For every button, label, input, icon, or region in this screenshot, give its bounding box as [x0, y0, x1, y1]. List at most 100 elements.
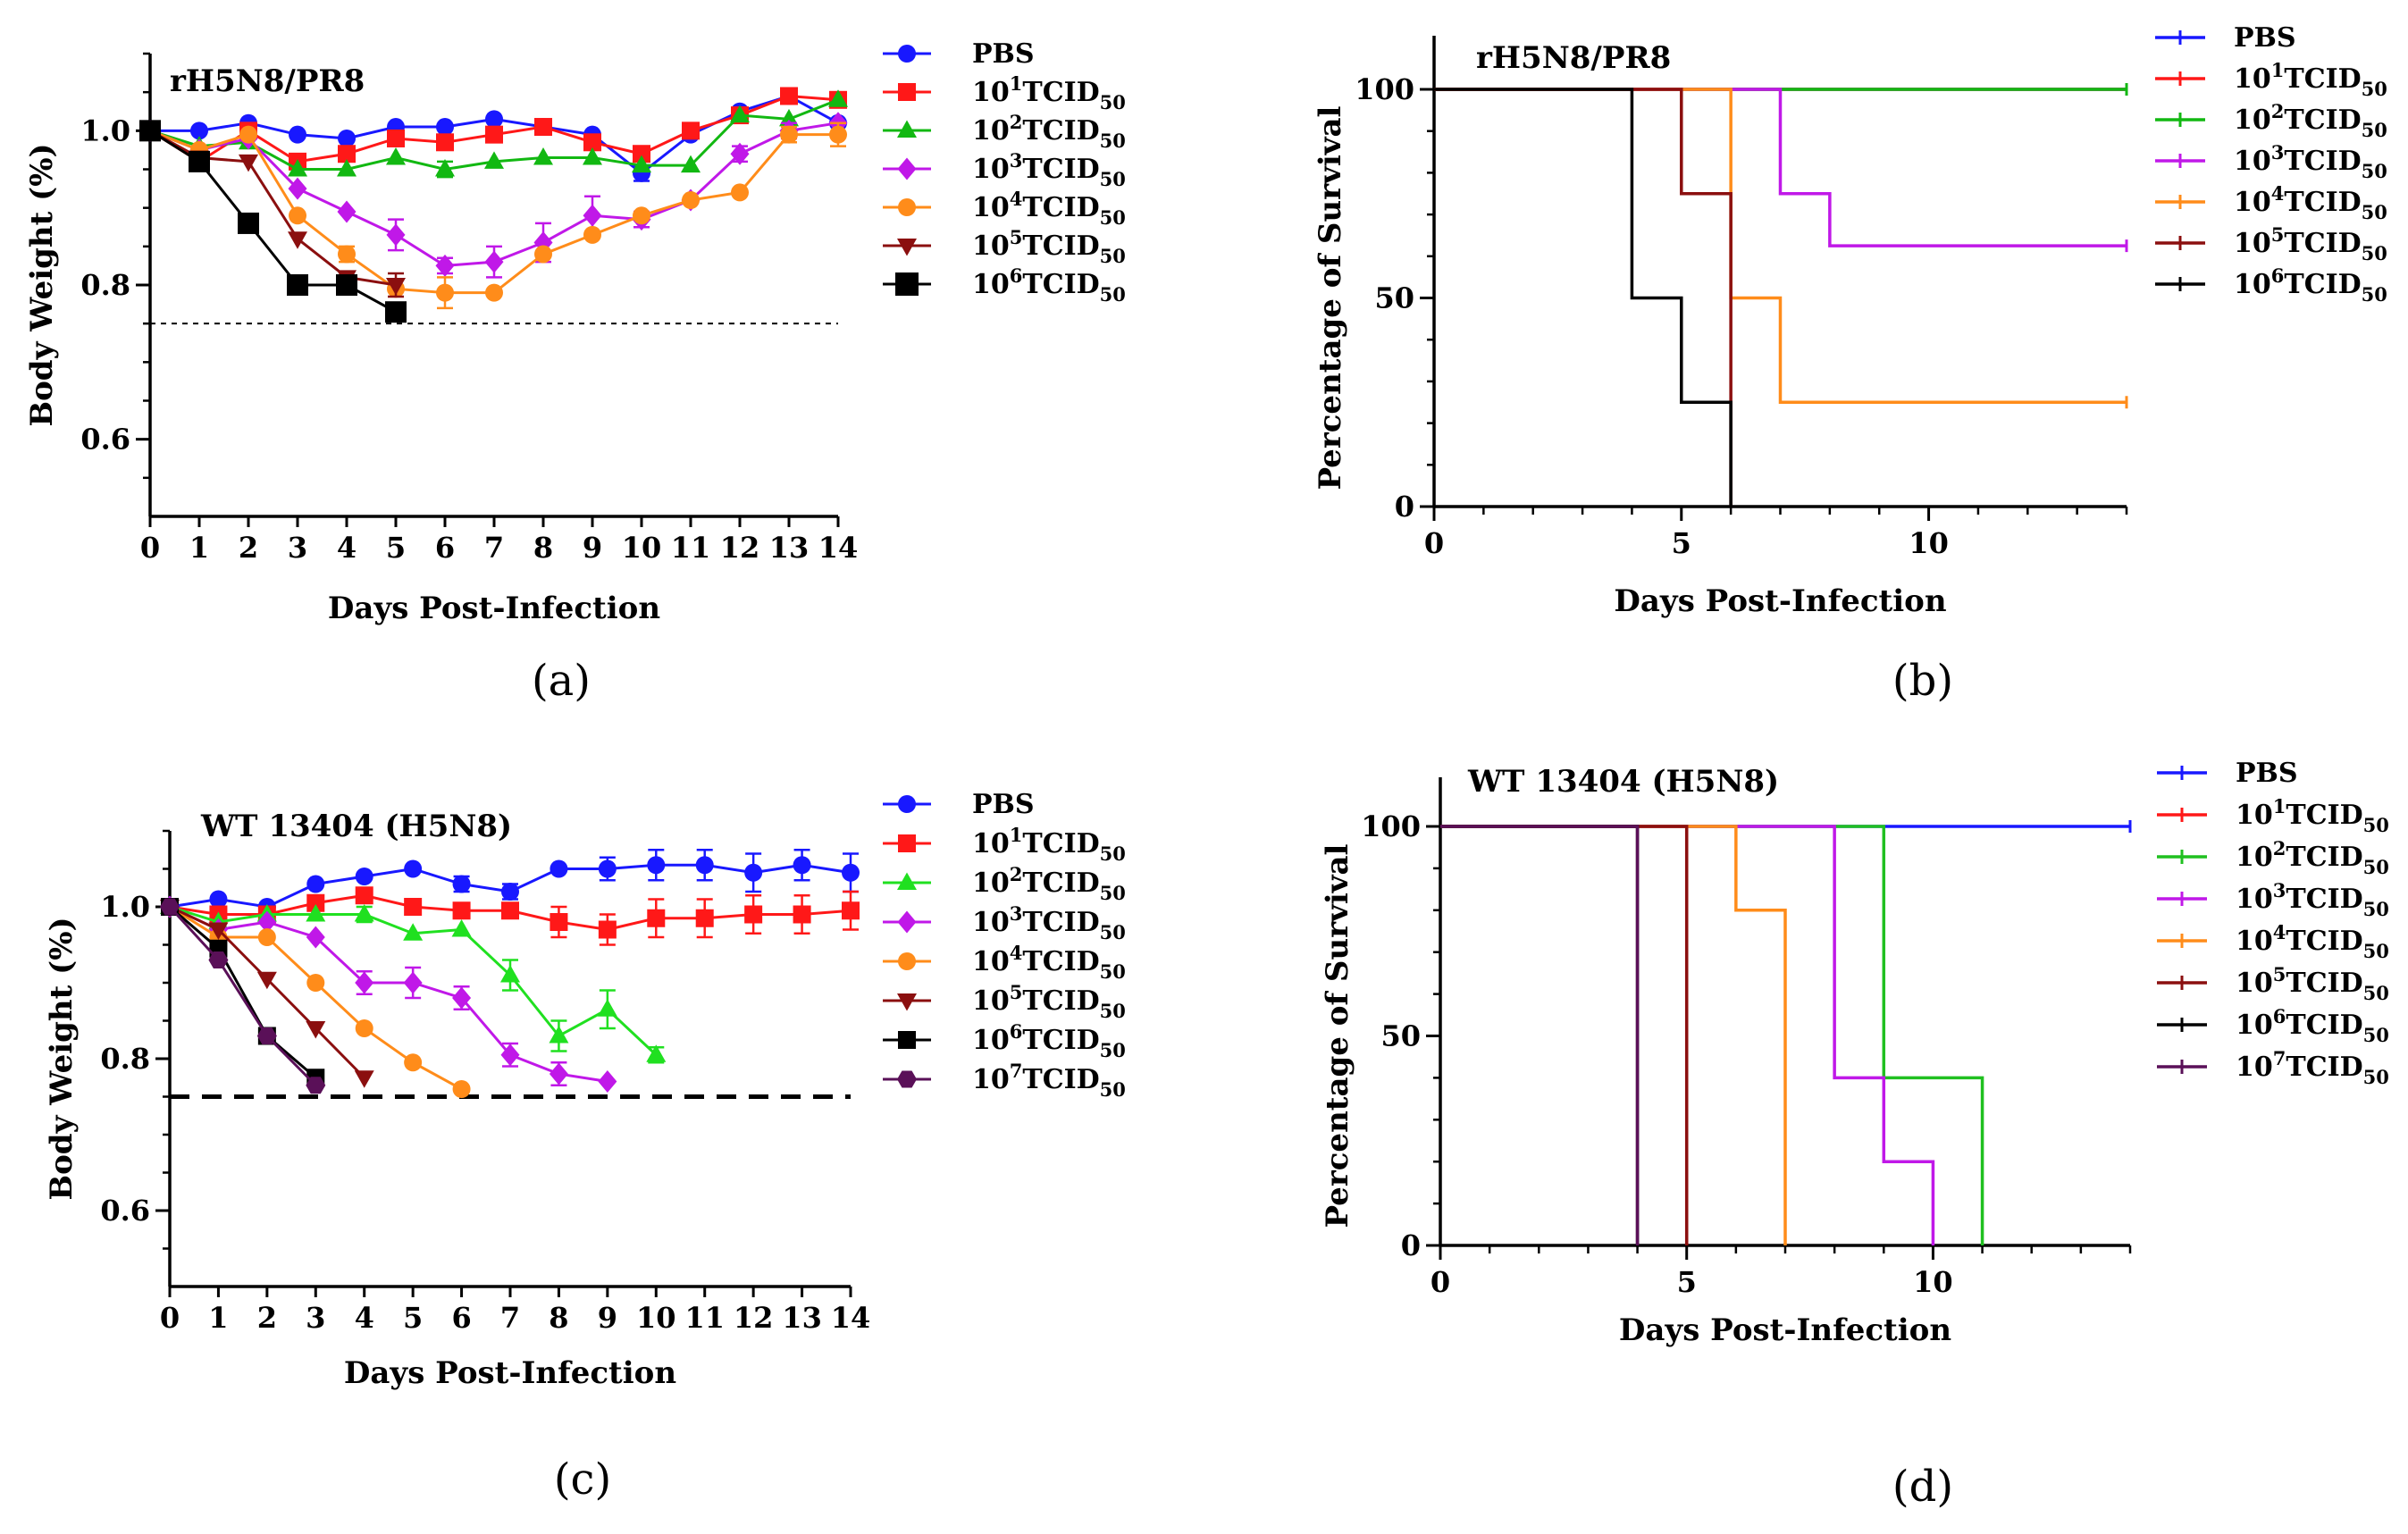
data-point [598, 920, 617, 939]
data-point [239, 125, 257, 144]
data-point [387, 129, 405, 147]
data-point [337, 159, 357, 177]
legend-item: PBS [883, 38, 1035, 70]
legend-label: 101TCID50 [2234, 59, 2387, 100]
legend-item: 102TCID50 [883, 863, 1126, 904]
data-point [842, 863, 860, 882]
survival-step [1440, 825, 1640, 1245]
y-axis-label: Body Weight (%) [44, 917, 80, 1200]
data-point [744, 863, 763, 882]
legend-label: 102TCID50 [972, 863, 1126, 904]
legend-item: 102TCID50 [2157, 837, 2389, 878]
data-point [306, 875, 325, 893]
legend-item: 103TCID50 [2157, 879, 2389, 920]
data-point [451, 919, 472, 937]
x-tick-label: 7 [500, 1301, 520, 1335]
x-tick-label: 8 [533, 531, 553, 565]
y-tick-label: 0 [1395, 490, 1414, 524]
x-axis-label: Days Post-Infection [328, 591, 660, 626]
legend-marker [898, 198, 916, 216]
legend-marker [898, 83, 916, 101]
x-tick-label: 10 [636, 1301, 676, 1335]
data-point [597, 999, 617, 1017]
series-6 [1440, 825, 1640, 1245]
legend-label: 101TCID50 [972, 824, 1126, 865]
data-point [355, 971, 374, 994]
data-point [632, 155, 651, 173]
data-point [306, 1021, 326, 1039]
data-point [338, 145, 356, 163]
legend-label: 102TCID50 [2234, 100, 2387, 141]
x-tick-label: 0 [160, 1301, 180, 1335]
data-point [744, 905, 763, 924]
series-4 [1440, 825, 1787, 1245]
data-point [435, 254, 455, 277]
series-5 [1434, 88, 1733, 507]
legend-label: PBS [2234, 22, 2296, 54]
data-point [695, 909, 714, 927]
x-tick-label: 6 [451, 1301, 471, 1335]
x-tick-label: 0 [1431, 1265, 1450, 1299]
data-point [452, 901, 471, 920]
y-tick-label: 50 [1380, 1019, 1421, 1053]
data-point [355, 1019, 373, 1037]
survival-step [1434, 88, 2127, 247]
x-tick-label: 5 [403, 1301, 423, 1335]
x-tick-label: 10 [622, 531, 662, 565]
data-point [208, 951, 229, 969]
survival-step [1440, 825, 1689, 1245]
data-point [452, 1080, 471, 1098]
data-point [598, 1070, 617, 1093]
legend-item: 105TCID50 [883, 981, 1126, 1022]
data-point [256, 1027, 277, 1045]
data-point [682, 122, 700, 140]
legend-item: 105TCID50 [2155, 223, 2387, 264]
x-tick-label: 1 [189, 531, 209, 565]
series-7 [160, 898, 326, 1094]
y-axis-label: Percentage of Survival [1320, 843, 1355, 1228]
legend-marker [897, 872, 917, 890]
data-point [208, 922, 229, 940]
y-tick-label: 50 [1374, 281, 1414, 315]
legend-label: PBS [972, 38, 1035, 70]
data-point [780, 87, 798, 105]
legend-marker [897, 993, 917, 1011]
data-point [354, 1070, 374, 1088]
legend-label: PBS [2236, 758, 2298, 789]
data-point [436, 133, 454, 152]
data-point [633, 145, 650, 163]
data-point [385, 301, 407, 323]
data-point [306, 893, 325, 912]
x-tick-label: 3 [306, 1301, 325, 1335]
data-point [256, 971, 277, 990]
data-point [646, 1044, 667, 1062]
data-point [306, 1077, 326, 1094]
legend-label: 107TCID50 [972, 1060, 1126, 1101]
series-3 [160, 895, 617, 1093]
x-tick-label: 9 [598, 1301, 617, 1335]
data-point [209, 890, 228, 909]
y-tick-label: 0.8 [80, 268, 130, 302]
x-tick-label: 10 [1913, 1265, 1953, 1299]
legend-label: 104TCID50 [2234, 182, 2387, 223]
x-tick-label: 9 [583, 531, 602, 565]
panel-label: (d) [1892, 1462, 1953, 1512]
series-3 [140, 112, 848, 279]
data-point [338, 129, 356, 147]
data-point [842, 901, 860, 920]
data-point [533, 147, 553, 165]
x-tick-label: 7 [484, 531, 504, 565]
data-point [354, 904, 374, 922]
data-point [583, 204, 602, 227]
series-7 [1440, 825, 1640, 1245]
survival-step [1440, 825, 1640, 1245]
legend-label: 101TCID50 [972, 72, 1126, 113]
legend: PBS101TCID50102TCID50103TCID50104TCID501… [883, 789, 1126, 1101]
chart-title: rH5N8/PR8 [1476, 40, 1671, 76]
legend-item: 103TCID50 [2155, 141, 2387, 182]
data-point [306, 926, 325, 949]
series-2 [1440, 825, 1984, 1245]
data-point [647, 909, 666, 927]
data-point [793, 905, 811, 924]
